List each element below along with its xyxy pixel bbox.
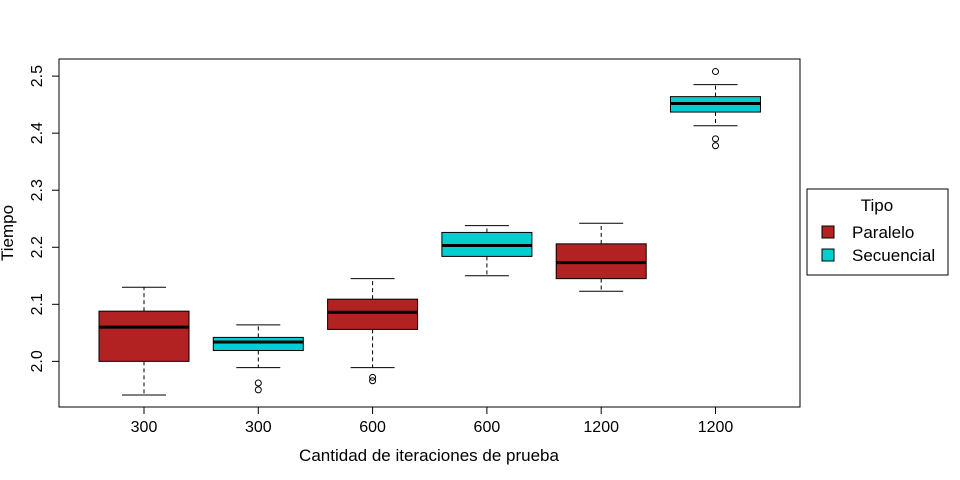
- box-6: [670, 68, 761, 150]
- boxes: [98, 68, 761, 396]
- box-4: [441, 225, 533, 277]
- legend-swatch-paralelo: [821, 225, 835, 239]
- x-tick-label: 1200: [698, 419, 734, 436]
- outlier-point: [369, 373, 377, 381]
- x-tick-label: 600: [359, 419, 386, 436]
- y-tick-label: 2.4: [29, 122, 46, 144]
- legend: Tipo Paralelo Secuencial: [806, 188, 949, 276]
- y-tick-label: 2.1: [29, 293, 46, 315]
- y-tick-label: 2.5: [29, 65, 46, 87]
- box-5: [555, 222, 647, 292]
- box-1: [98, 286, 190, 396]
- outlier-point: [712, 142, 719, 150]
- y-axis: 2.0 2.1 2.2 2.3 2.4 2.5: [29, 65, 60, 372]
- x-tick-label: 300: [131, 419, 158, 436]
- x-tick-label: 300: [245, 419, 272, 436]
- x-axis-title: Cantidad de iteraciones de prueba: [299, 446, 559, 465]
- outlier-point: [712, 68, 719, 76]
- legend-label-secuencial: Secuencial: [852, 246, 935, 265]
- y-tick-label: 2.3: [29, 179, 46, 201]
- x-axis: 300 300 600 600 1200 1200: [131, 406, 734, 436]
- y-axis-title: Tiempo: [0, 205, 17, 261]
- x-tick-label: 600: [474, 419, 501, 436]
- iqr-box: [98, 310, 190, 362]
- box-2: [212, 324, 304, 394]
- outlier-point: [254, 386, 262, 394]
- y-tick-label: 2.0: [29, 350, 46, 372]
- iqr-box: [327, 298, 419, 330]
- outlier-point: [254, 379, 262, 387]
- legend-swatch-secuencial: [821, 248, 835, 262]
- iqr-box: [212, 336, 304, 352]
- y-tick-label: 2.2: [29, 236, 46, 258]
- legend-label-paralelo: Paralelo: [852, 223, 914, 242]
- legend-title: Tipo: [861, 196, 893, 215]
- outlier-point: [712, 135, 719, 143]
- outlier-point: [369, 377, 377, 385]
- x-tick-label: 1200: [583, 419, 619, 436]
- box-3: [327, 278, 419, 385]
